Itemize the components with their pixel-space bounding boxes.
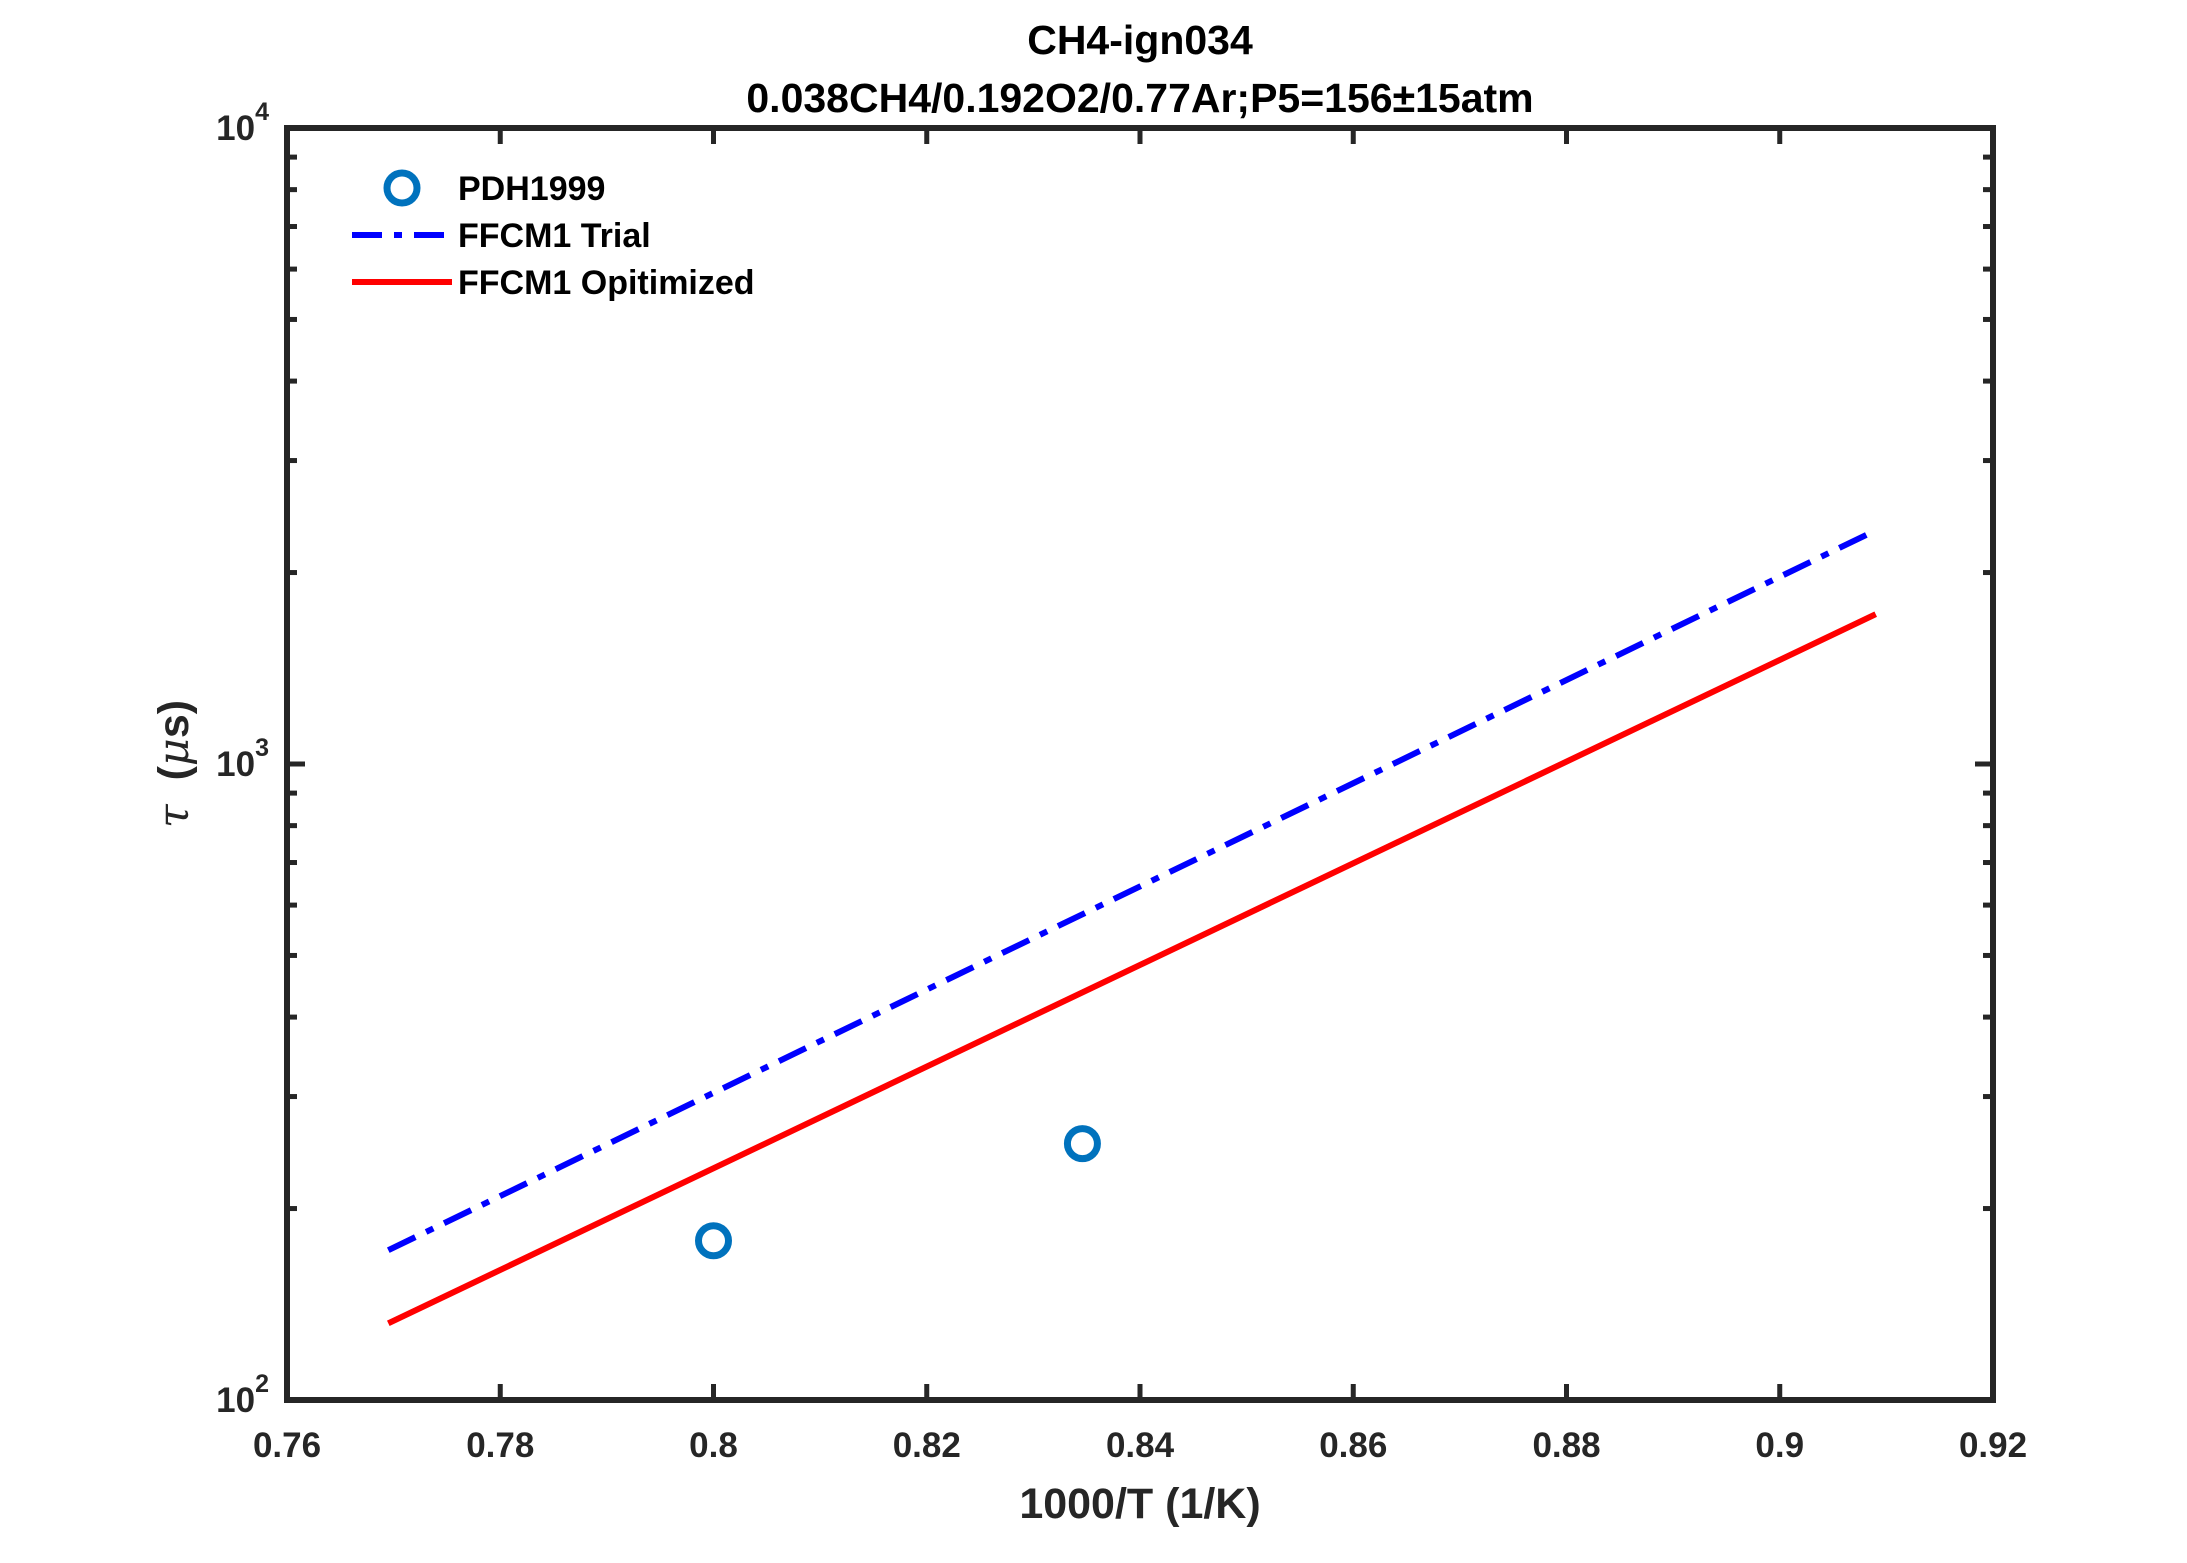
legend-label-ffcm1-trial: FFCM1 Trial [458, 217, 651, 255]
chart-title: CH4-ign034 [1027, 17, 1253, 63]
x-axis-ticks: 0.76 0.78 0.8 0.82 0.84 0.86 0.88 0.9 0.92 [253, 128, 2027, 1465]
series-layer [386, 527, 1878, 1327]
y-unit-rest: s) [150, 700, 198, 738]
x-tick-label: 0.76 [253, 1426, 321, 1465]
y-axis-ticks: 102 103 104 [216, 98, 1993, 1420]
mu-symbol: μ [149, 738, 199, 766]
x-tick-label: 0.86 [1319, 1426, 1387, 1465]
x-tick-label: 0.82 [893, 1426, 961, 1465]
x-tick-label: 0.78 [466, 1426, 534, 1465]
plot-area-frame [284, 125, 1996, 1403]
legend-label-pdh1999: PDH1999 [458, 170, 605, 208]
data-point-pdh1999 [1063, 1125, 1101, 1163]
legend-marker-pdh1999 [383, 169, 421, 207]
x-axis-label: 1000/T (1/K) [1019, 1480, 1260, 1528]
y-unit-open: ( [150, 765, 198, 780]
y-tick-label: 103 [216, 734, 269, 784]
x-tick-label: 0.84 [1106, 1426, 1175, 1465]
x-tick-label: 0.88 [1532, 1426, 1600, 1465]
data-point-pdh1999 [695, 1222, 732, 1260]
x-tick-label: 0.9 [1755, 1426, 1804, 1465]
x-tick-label: 0.8 [689, 1426, 738, 1465]
y-axis-label: τ (μs) [149, 700, 199, 828]
legend-label-ffcm1-opitimized: FFCM1 Opitimized [458, 264, 755, 302]
chart-subtitle: 0.038CH4/0.192O2/0.77Ar;P5=156±15atm [746, 75, 1533, 121]
tau-symbol: τ [149, 803, 199, 828]
series-line-ffcm1-trial [386, 527, 1878, 1253]
legend: PDH1999 FFCM1 Trial FFCM1 Opitimized [352, 169, 755, 302]
y-tick-label: 102 [216, 1370, 269, 1420]
series-line-ffcm1-opitimized [387, 611, 1878, 1327]
y-tick-label: 104 [216, 98, 269, 148]
x-tick-label: 0.92 [1959, 1426, 2027, 1465]
